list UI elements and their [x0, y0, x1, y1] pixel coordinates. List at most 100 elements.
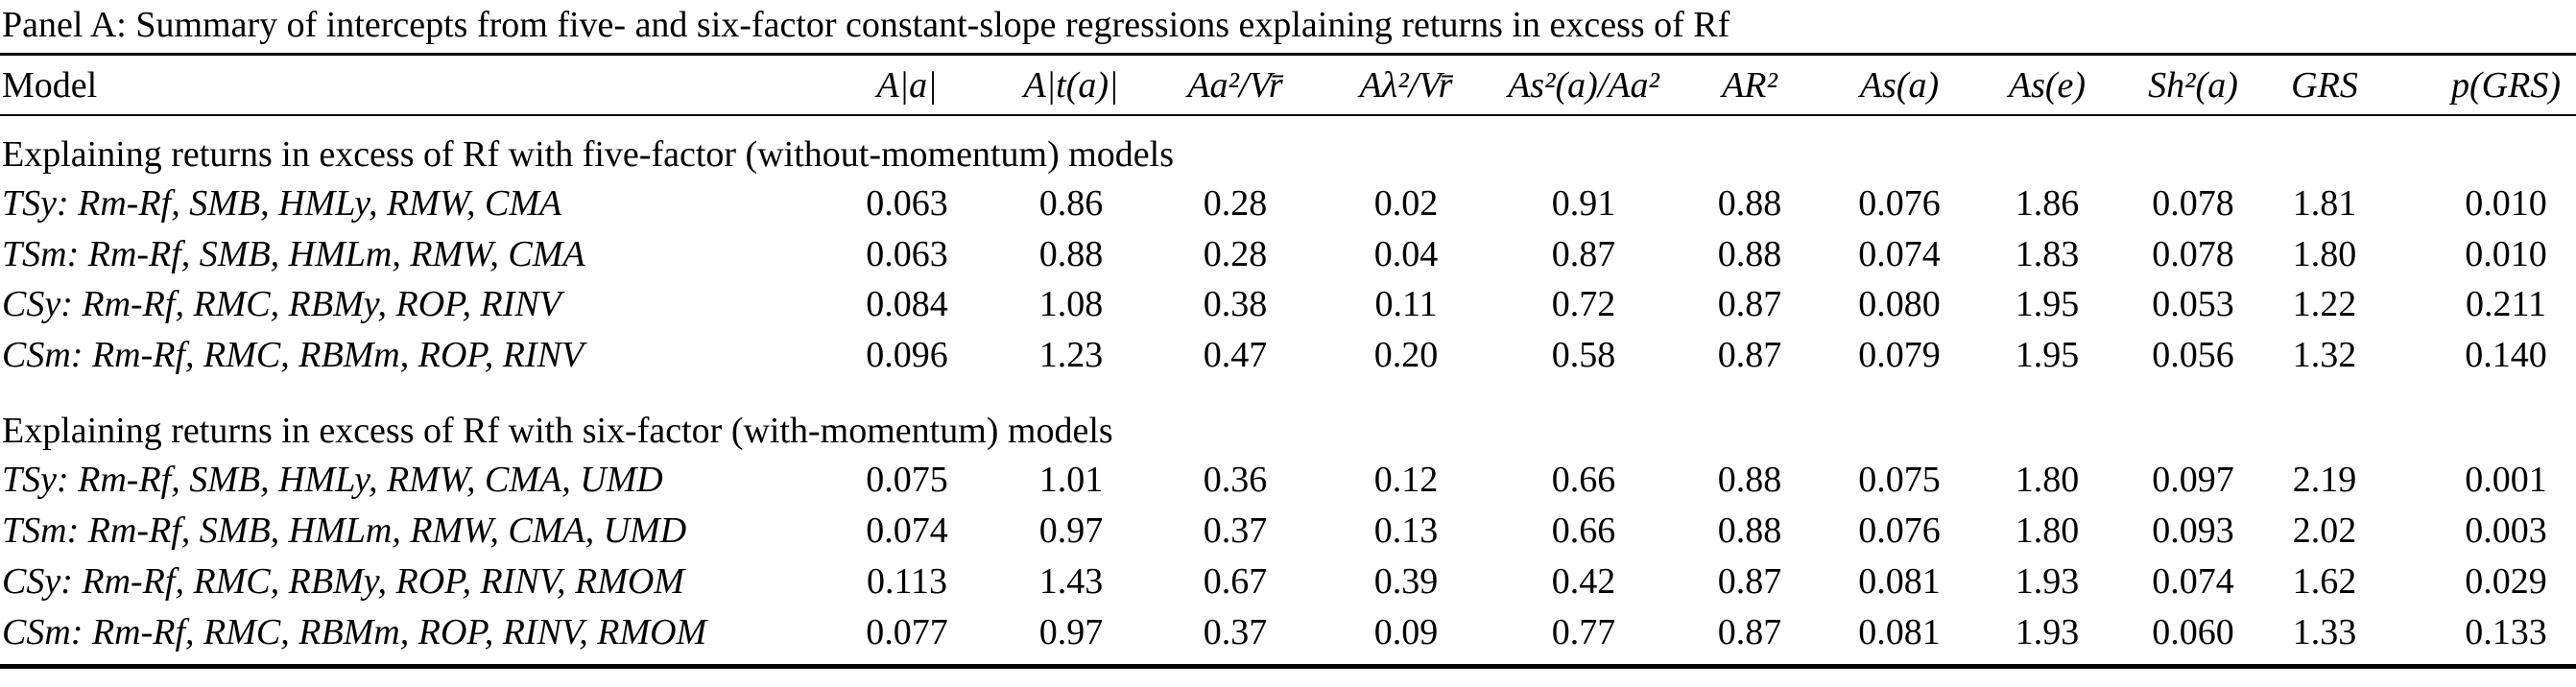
cell-value: 1.43 [1038, 561, 1104, 602]
model-name: TSy: Rm-Rf, SMB, HMLy, RMW, CMA [2, 183, 562, 224]
cell-value: 0.001 [2465, 460, 2547, 500]
cell-value: 0.211 [2465, 284, 2547, 324]
column-header: As(a) [1859, 65, 1940, 106]
cell-value: 0.87 [1717, 335, 1782, 375]
model-name: CSy: Rm-Rf, RMC, RBMy, ROP, RINV [2, 284, 561, 324]
cell-value: 0.97 [1038, 510, 1104, 551]
cell-value: 0.010 [2465, 234, 2547, 274]
model-name: TSy: Rm-Rf, SMB, HMLy, RMW, CMA, UMD [2, 460, 663, 500]
cell-value: 0.081 [1858, 561, 1941, 602]
cell-value: 0.66 [1551, 460, 1616, 500]
cell-value: 0.084 [866, 284, 948, 324]
cell-value: 0.063 [866, 183, 948, 224]
cell-value: 1.95 [2015, 335, 2080, 375]
section-title: Explaining returns in excess of Rf with … [2, 134, 1174, 175]
column-header: As(e) [2008, 65, 2087, 106]
cell-value: 0.66 [1551, 510, 1616, 551]
cell-value: 1.80 [2015, 460, 2080, 500]
cell-value: 0.056 [2152, 335, 2234, 375]
column-header: p(GRS) [2451, 65, 2561, 106]
cell-value: 0.88 [1717, 510, 1782, 551]
panel-title: Panel A: Summary of intercepts from five… [2, 5, 1730, 45]
model-name: TSm: Rm-Rf, SMB, HMLm, RMW, CMA, UMD [2, 510, 687, 551]
cell-value: 0.88 [1717, 183, 1782, 224]
cell-value: 1.62 [2292, 561, 2357, 602]
column-header: AR² [1722, 65, 1777, 106]
cell-value: 1.81 [2292, 183, 2357, 224]
cell-value: 1.93 [2015, 612, 2080, 652]
cell-value: 0.079 [1858, 335, 1941, 375]
cell-value: 1.95 [2015, 284, 2080, 324]
cell-value: 1.93 [2015, 561, 2080, 602]
cell-value: 0.074 [2152, 561, 2234, 602]
column-header: As²(a)/Aa² [1508, 65, 1659, 106]
cell-value: 0.72 [1551, 284, 1616, 324]
cell-value: 0.67 [1203, 561, 1268, 602]
bottom-rule [0, 664, 2576, 669]
cell-value: 0.97 [1038, 612, 1104, 652]
cell-value: 0.077 [866, 612, 948, 652]
cell-value: 0.029 [2465, 561, 2547, 602]
cell-value: 1.86 [2015, 183, 2080, 224]
cell-value: 2.19 [2292, 460, 2357, 500]
column-header: Sh²(a) [2148, 65, 2238, 106]
cell-value: 1.80 [2292, 234, 2357, 274]
cell-value: 1.01 [1038, 460, 1104, 500]
cell-value: 0.87 [1717, 284, 1782, 324]
cell-value: 1.22 [2292, 284, 2357, 324]
cell-value: 0.063 [866, 234, 948, 274]
cell-value: 0.074 [1858, 234, 1941, 274]
cell-value: 1.32 [2292, 335, 2357, 375]
cell-value: 0.078 [2152, 234, 2234, 274]
cell-value: 0.02 [1373, 183, 1439, 224]
cell-value: 0.13 [1373, 510, 1439, 551]
cell-value: 0.47 [1203, 335, 1268, 375]
cell-value: 0.20 [1373, 335, 1439, 375]
column-header: A|t(a)| [1023, 65, 1119, 106]
cell-value: 0.096 [866, 335, 948, 375]
cell-value: 0.39 [1373, 561, 1439, 602]
cell-value: 1.80 [2015, 510, 2080, 551]
cell-value: 0.88 [1717, 234, 1782, 274]
cell-value: 0.04 [1373, 234, 1439, 274]
cell-value: 0.28 [1203, 183, 1268, 224]
cell-value: 0.076 [1858, 510, 1941, 551]
section-title: Explaining returns in excess of Rf with … [2, 411, 1113, 451]
cell-value: 0.86 [1038, 183, 1104, 224]
cell-value: 0.87 [1717, 612, 1782, 652]
cell-value: 1.08 [1038, 284, 1104, 324]
cell-value: 0.77 [1551, 612, 1616, 652]
cell-value: 0.113 [866, 561, 948, 602]
cell-value: 0.140 [2465, 335, 2547, 375]
cell-value: 0.09 [1373, 612, 1439, 652]
cell-value: 0.11 [1374, 284, 1438, 324]
cell-value: 0.91 [1551, 183, 1616, 224]
cell-value: 1.33 [2292, 612, 2357, 652]
cell-value: 0.053 [2152, 284, 2234, 324]
cell-value: 0.12 [1373, 460, 1439, 500]
cell-value: 0.080 [1858, 284, 1941, 324]
cell-value: 0.87 [1551, 234, 1616, 274]
model-name: CSy: Rm-Rf, RMC, RBMy, ROP, RINV, RMOM [2, 561, 684, 602]
cell-value: 0.076 [1858, 183, 1941, 224]
cell-value: 0.28 [1203, 234, 1268, 274]
cell-value: 0.42 [1551, 561, 1616, 602]
cell-value: 1.83 [2015, 234, 2080, 274]
cell-value: 0.88 [1038, 234, 1104, 274]
cell-value: 0.37 [1203, 612, 1268, 652]
cell-value: 0.37 [1203, 510, 1268, 551]
cell-value: 0.060 [2152, 612, 2234, 652]
cell-value: 0.074 [866, 510, 948, 551]
model-name: CSm: Rm-Rf, RMC, RBMm, ROP, RINV, RMOM [2, 612, 707, 652]
column-header: GRS [2291, 65, 2358, 106]
cell-value: 0.36 [1203, 460, 1268, 500]
cell-value: 0.093 [2152, 510, 2234, 551]
column-header: A|a| [876, 65, 938, 106]
column-header: Aλ²/Vr̄ [1359, 65, 1453, 106]
column-header: Model [2, 65, 98, 106]
cell-value: 0.133 [2465, 612, 2547, 652]
column-header: Aa²/Vr̄ [1187, 65, 1283, 106]
cell-value: 0.075 [1858, 460, 1941, 500]
cell-value: 0.003 [2465, 510, 2547, 551]
